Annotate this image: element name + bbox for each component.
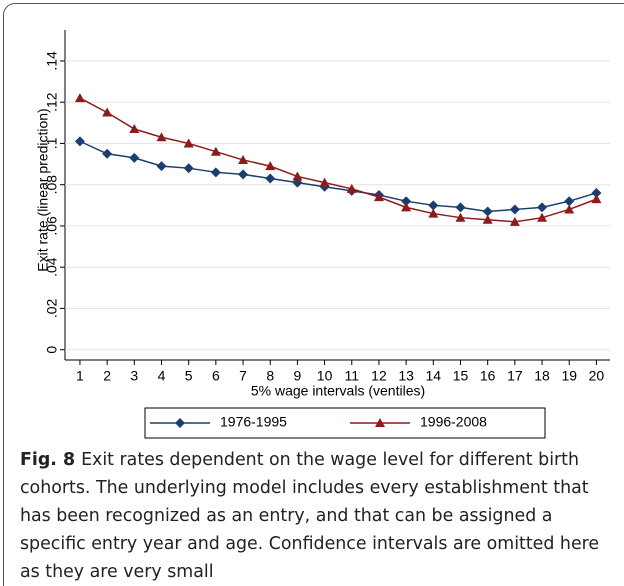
x-tick-label: 15 [453, 368, 469, 384]
caption: Fig. 8 Exit rates dependent on the wage l… [20, 446, 616, 586]
x-tick-label: 19 [561, 368, 577, 384]
triangle-marker [319, 177, 330, 187]
diamond-marker [129, 152, 140, 163]
x-tick-label: 3 [130, 368, 138, 384]
triangle-marker [373, 192, 384, 202]
triangle-marker [129, 124, 140, 133]
y-tick-label: .04 [44, 257, 60, 277]
x-tick-label: 17 [507, 368, 523, 384]
triangle-marker [482, 214, 493, 224]
diamond-marker [455, 202, 466, 213]
x-tick-label: 11 [344, 368, 359, 384]
y-tick-label: .14 [44, 51, 60, 71]
legend-label: 1996-2008 [420, 414, 487, 430]
x-tick-label: 6 [212, 368, 220, 384]
diamond-marker [210, 167, 221, 178]
triangle-marker [74, 93, 85, 103]
triangle-marker [183, 138, 194, 148]
x-tick-label: 18 [534, 368, 550, 384]
y-tick-label: .1 [44, 137, 60, 149]
diamond-marker [265, 173, 276, 184]
chart: Exit rate (linear prediction) 5% wage in… [35, 30, 610, 439]
caption-label: Fig. 8 [20, 450, 76, 470]
triangle-marker [591, 194, 602, 204]
triangle-marker [537, 212, 548, 222]
triangle-marker [156, 132, 167, 142]
triangle-marker [292, 171, 303, 181]
x-tick-label: 13 [398, 368, 414, 384]
x-tick-label: 1 [76, 368, 84, 384]
diamond-marker [74, 136, 85, 147]
diamond-marker [401, 196, 412, 207]
triangle-marker [265, 161, 276, 171]
x-tick-label: 4 [158, 368, 166, 384]
series-line [79, 97, 597, 223]
diamond-marker [509, 204, 520, 215]
y-tick-label: 0 [44, 346, 60, 354]
x-tick-label: 9 [294, 368, 302, 384]
x-tick-label: 10 [317, 368, 333, 384]
x-axis-title: 5% wage intervals (ventiles) [251, 383, 425, 399]
diamond-marker [482, 206, 493, 217]
diamond-marker [428, 200, 439, 211]
y-tick-label: .06 [44, 216, 60, 236]
triangle-marker [428, 208, 439, 218]
y-tick-label: .12 [44, 92, 60, 112]
triangle-marker [238, 154, 249, 164]
y-tick-label: .02 [44, 298, 60, 318]
diamond-marker [537, 202, 548, 213]
y-tick-label: .08 [44, 175, 60, 195]
triangle-marker [564, 204, 575, 214]
x-tick-label: 7 [239, 368, 247, 384]
diamond-marker [175, 418, 185, 428]
triangle-marker [375, 418, 385, 427]
triangle-marker [346, 183, 357, 193]
triangle-marker [210, 146, 221, 156]
x-tick-label: 5 [185, 368, 193, 384]
x-tick-label: 16 [480, 368, 496, 384]
y-axis-title: Exit rate (linear prediction) [35, 108, 51, 271]
x-tick-label: 20 [589, 368, 605, 384]
x-tick-label: 8 [266, 368, 274, 384]
triangle-marker [401, 202, 412, 212]
legend-box [144, 407, 546, 439]
triangle-marker [455, 212, 466, 222]
caption-text: Exit rates dependent on the wage level f… [20, 450, 600, 582]
triangle-marker [509, 216, 520, 226]
diamond-marker [238, 169, 249, 180]
x-tick-label: 2 [103, 368, 111, 384]
series-line [79, 140, 597, 213]
triangle-marker [102, 107, 113, 117]
x-tick-label: 14 [426, 368, 442, 384]
diamond-marker [564, 196, 575, 207]
diamond-marker [183, 163, 194, 174]
diamond-marker [591, 187, 602, 198]
diamond-marker [156, 161, 167, 172]
x-tick-label: 12 [371, 368, 387, 384]
legend-label: 1976-1995 [220, 414, 287, 430]
diamond-marker [102, 148, 113, 159]
figure-frame [3, 3, 624, 586]
